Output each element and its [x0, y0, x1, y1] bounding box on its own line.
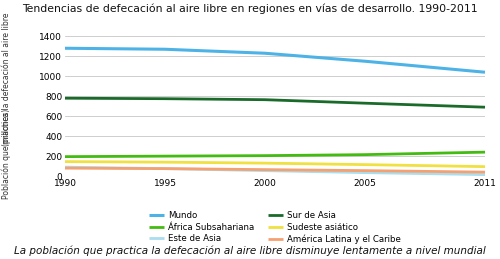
Sur de Asia: [362, 102, 368, 105]
África Subsahariana: [262, 154, 268, 157]
Line: Mundo: Mundo: [65, 48, 485, 72]
América Latina y el Caribe: [262, 168, 268, 171]
Este de Asia: [262, 169, 268, 172]
Este de Asia: [162, 167, 168, 170]
América Latina y el Caribe: [162, 167, 168, 170]
Line: África Subsahariana: África Subsahariana: [65, 152, 485, 157]
Text: La población que practica la defecación al aire libre disminuye lentamente a niv: La población que practica la defecación …: [14, 246, 486, 256]
Sudeste asiático: [362, 163, 368, 166]
África Subsahariana: [362, 153, 368, 156]
Text: Tendencias de defecación al aire libre en regiones en vías de desarrollo. 1990-2: Tendencias de defecación al aire libre e…: [22, 4, 478, 15]
Sur de Asia: [62, 97, 68, 100]
América Latina y el Caribe: [62, 167, 68, 170]
América Latina y el Caribe: [482, 171, 488, 174]
África Subsahariana: [162, 155, 168, 158]
Sur de Asia: [262, 98, 268, 101]
Este de Asia: [482, 173, 488, 176]
Line: Este de Asia: Este de Asia: [65, 167, 485, 175]
Mundo: [262, 52, 268, 55]
África Subsahariana: [482, 150, 488, 154]
Sudeste asiático: [62, 160, 68, 163]
Mundo: [62, 47, 68, 50]
Mundo: [162, 48, 168, 51]
Text: (millones): (millones): [2, 108, 11, 146]
África Subsahariana: [62, 155, 68, 158]
Sur de Asia: [162, 97, 168, 100]
Line: América Latina y el Caribe: América Latina y el Caribe: [65, 168, 485, 172]
Text: Población que practica la defecación al aire libre: Población que practica la defecación al …: [1, 13, 11, 199]
Sudeste asiático: [162, 161, 168, 164]
Sudeste asiático: [262, 162, 268, 165]
Legend: Mundo, África Subsahariana, Este de Asia, Sur de Asia, Sudeste asiático, América: Mundo, África Subsahariana, Este de Asia…: [148, 211, 402, 244]
Sur de Asia: [482, 106, 488, 109]
Line: Sur de Asia: Sur de Asia: [65, 98, 485, 107]
Mundo: [482, 71, 488, 74]
Este de Asia: [62, 166, 68, 169]
Mundo: [362, 60, 368, 63]
América Latina y el Caribe: [362, 169, 368, 172]
Este de Asia: [362, 171, 368, 174]
Sudeste asiático: [482, 165, 488, 168]
Line: Sudeste asiático: Sudeste asiático: [65, 162, 485, 167]
